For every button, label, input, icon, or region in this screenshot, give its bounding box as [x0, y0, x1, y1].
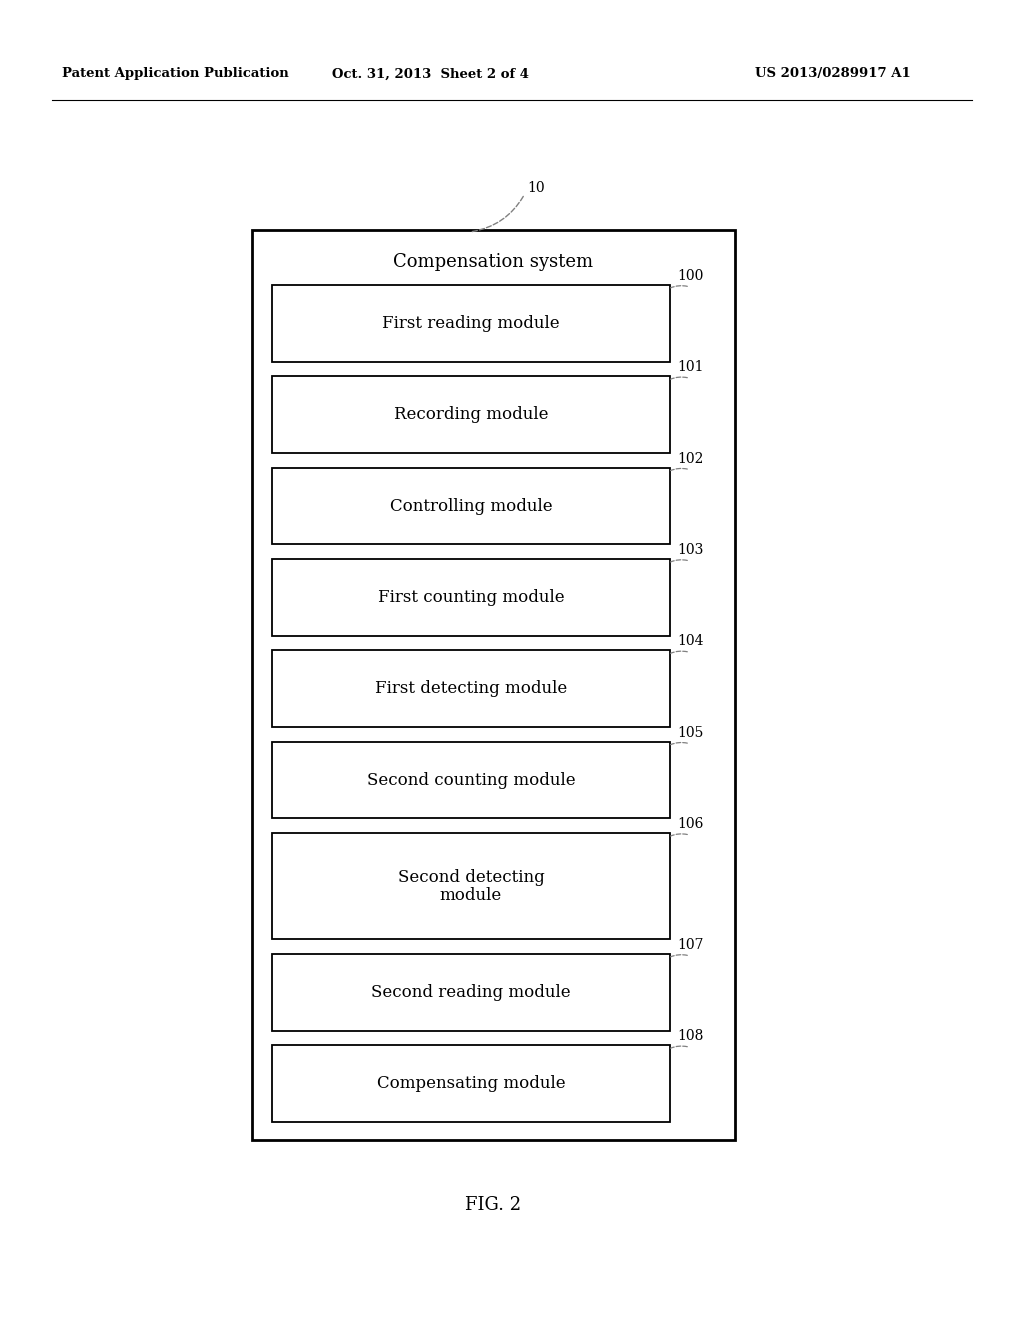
Bar [272, 833, 670, 940]
Bar [272, 376, 670, 453]
Text: First reading module: First reading module [382, 314, 560, 331]
Text: 108: 108 [677, 1030, 703, 1043]
Bar [272, 954, 670, 1031]
Text: 102: 102 [677, 451, 703, 466]
Text: Compensation system: Compensation system [393, 253, 594, 271]
Bar [272, 742, 670, 818]
Text: Second detecting: Second detecting [397, 869, 545, 886]
Text: 105: 105 [677, 726, 703, 739]
Bar [272, 1045, 670, 1122]
Bar [272, 467, 670, 544]
Text: Patent Application Publication: Patent Application Publication [62, 67, 289, 81]
Text: First detecting module: First detecting module [375, 680, 567, 697]
Text: 10: 10 [527, 181, 545, 195]
Bar [272, 285, 670, 362]
Text: 103: 103 [677, 543, 703, 557]
Text: First counting module: First counting module [378, 589, 564, 606]
Text: 104: 104 [677, 635, 703, 648]
Text: 101: 101 [677, 360, 703, 375]
Text: Second reading module: Second reading module [371, 983, 570, 1001]
Text: 100: 100 [677, 269, 703, 282]
Text: module: module [440, 887, 502, 904]
Text: US 2013/0289917 A1: US 2013/0289917 A1 [755, 67, 910, 81]
Text: Compensating module: Compensating module [377, 1076, 565, 1092]
Text: Controlling module: Controlling module [390, 498, 552, 515]
Text: Second counting module: Second counting module [367, 772, 575, 788]
Text: Recording module: Recording module [394, 407, 548, 424]
Bar [252, 230, 735, 1140]
Text: FIG. 2: FIG. 2 [466, 1196, 521, 1214]
Text: 106: 106 [677, 817, 703, 832]
Bar [272, 651, 670, 727]
Text: 107: 107 [677, 939, 703, 952]
Bar [272, 560, 670, 636]
Text: Oct. 31, 2013  Sheet 2 of 4: Oct. 31, 2013 Sheet 2 of 4 [332, 67, 528, 81]
